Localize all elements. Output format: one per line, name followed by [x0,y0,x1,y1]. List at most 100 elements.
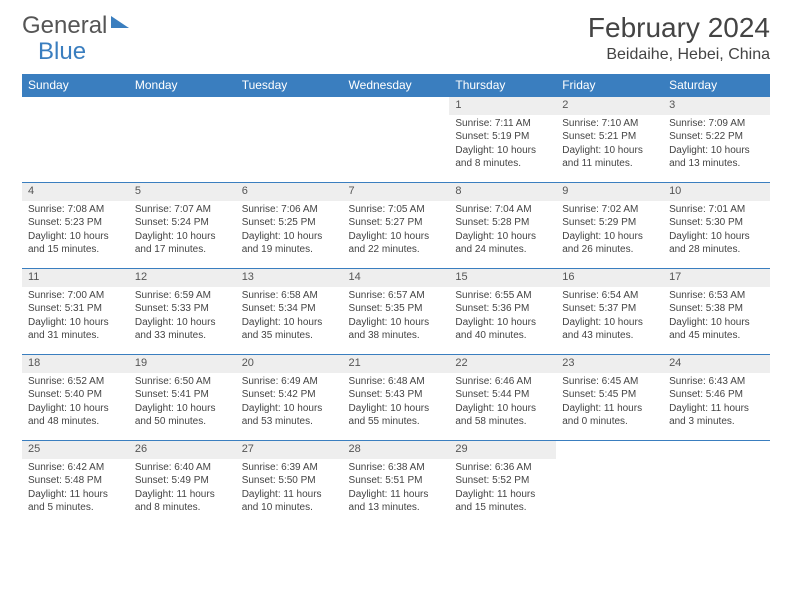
month-title: February 2024 [588,12,770,44]
day-number-row: 45678910 [22,183,770,201]
day-detail-cell: Sunrise: 7:11 AMSunset: 5:19 PMDaylight:… [449,115,556,183]
logo-triangle-icon [111,16,129,28]
day-number-cell: 5 [129,183,236,201]
sunset-line: Sunset: 5:49 PM [135,474,230,488]
sunrise-line: Sunrise: 6:49 AM [242,375,337,389]
sunrise-line: Sunrise: 7:00 AM [28,289,123,303]
day-detail-cell: Sunrise: 7:00 AMSunset: 5:31 PMDaylight:… [22,287,129,355]
sunset-line: Sunset: 5:43 PM [349,388,444,402]
day-number-cell: 11 [22,269,129,287]
header: General February 2024 Beidaihe, Hebei, C… [22,12,770,64]
day-detail-cell [343,115,450,183]
sunrise-line: Sunrise: 6:42 AM [28,461,123,475]
sunrise-line: Sunrise: 6:48 AM [349,375,444,389]
sunset-line: Sunset: 5:27 PM [349,216,444,230]
day-number-cell: 17 [663,269,770,287]
day-detail-cell: Sunrise: 6:42 AMSunset: 5:48 PMDaylight:… [22,459,129,527]
title-block: February 2024 Beidaihe, Hebei, China [588,12,770,64]
sunrise-line: Sunrise: 6:43 AM [669,375,764,389]
day-number-cell: 4 [22,183,129,201]
daylight-line: Daylight: 11 hours and 0 minutes. [562,402,657,429]
day-detail-row: Sunrise: 7:11 AMSunset: 5:19 PMDaylight:… [22,115,770,183]
day-number-cell: 13 [236,269,343,287]
day-number-row: 18192021222324 [22,355,770,373]
sunrise-line: Sunrise: 6:59 AM [135,289,230,303]
sunset-line: Sunset: 5:34 PM [242,302,337,316]
day-detail-cell: Sunrise: 6:40 AMSunset: 5:49 PMDaylight:… [129,459,236,527]
sunrise-line: Sunrise: 7:11 AM [455,117,550,131]
day-detail-cell [22,115,129,183]
day-number-cell: 7 [343,183,450,201]
sunset-line: Sunset: 5:46 PM [669,388,764,402]
day-number-cell: 2 [556,97,663,115]
sunrise-line: Sunrise: 6:50 AM [135,375,230,389]
sunrise-line: Sunrise: 7:04 AM [455,203,550,217]
daylight-line: Daylight: 10 hours and 58 minutes. [455,402,550,429]
day-detail-row: Sunrise: 6:42 AMSunset: 5:48 PMDaylight:… [22,459,770,527]
day-detail-cell: Sunrise: 7:02 AMSunset: 5:29 PMDaylight:… [556,201,663,269]
day-number-cell: 16 [556,269,663,287]
daylight-line: Daylight: 10 hours and 28 minutes. [669,230,764,257]
calendar-body: 123Sunrise: 7:11 AMSunset: 5:19 PMDaylig… [22,97,770,527]
logo-text-1: General [22,12,107,40]
daylight-line: Daylight: 11 hours and 5 minutes. [28,488,123,515]
sunset-line: Sunset: 5:30 PM [669,216,764,230]
day-number-cell [129,97,236,115]
sunrise-line: Sunrise: 7:07 AM [135,203,230,217]
day-detail-cell: Sunrise: 7:04 AMSunset: 5:28 PMDaylight:… [449,201,556,269]
daylight-line: Daylight: 11 hours and 10 minutes. [242,488,337,515]
daylight-line: Daylight: 10 hours and 22 minutes. [349,230,444,257]
day-detail-cell: Sunrise: 7:07 AMSunset: 5:24 PMDaylight:… [129,201,236,269]
sunset-line: Sunset: 5:50 PM [242,474,337,488]
daylight-line: Daylight: 10 hours and 33 minutes. [135,316,230,343]
day-detail-cell: Sunrise: 7:09 AMSunset: 5:22 PMDaylight:… [663,115,770,183]
day-number-cell: 22 [449,355,556,373]
day-detail-cell: Sunrise: 6:55 AMSunset: 5:36 PMDaylight:… [449,287,556,355]
day-detail-cell: Sunrise: 6:43 AMSunset: 5:46 PMDaylight:… [663,373,770,441]
day-number-cell: 29 [449,441,556,459]
day-number-cell [22,97,129,115]
day-number-cell: 23 [556,355,663,373]
sunset-line: Sunset: 5:37 PM [562,302,657,316]
sunrise-line: Sunrise: 7:09 AM [669,117,764,131]
day-detail-cell: Sunrise: 6:57 AMSunset: 5:35 PMDaylight:… [343,287,450,355]
day-number-cell [236,97,343,115]
day-detail-cell [236,115,343,183]
daylight-line: Daylight: 10 hours and 55 minutes. [349,402,444,429]
day-number-cell: 24 [663,355,770,373]
sunset-line: Sunset: 5:22 PM [669,130,764,144]
logo-text-2: Blue [38,38,86,66]
sunset-line: Sunset: 5:44 PM [455,388,550,402]
day-number-cell [556,441,663,459]
sunrise-line: Sunrise: 6:39 AM [242,461,337,475]
daylight-line: Daylight: 10 hours and 31 minutes. [28,316,123,343]
day-number-cell: 26 [129,441,236,459]
daylight-line: Daylight: 10 hours and 38 minutes. [349,316,444,343]
calendar-table: SundayMondayTuesdayWednesdayThursdayFrid… [22,74,770,527]
day-detail-cell: Sunrise: 6:58 AMSunset: 5:34 PMDaylight:… [236,287,343,355]
location: Beidaihe, Hebei, China [588,46,770,64]
day-detail-cell [129,115,236,183]
day-number-row: 2526272829 [22,441,770,459]
day-number-cell: 8 [449,183,556,201]
day-detail-cell: Sunrise: 6:45 AMSunset: 5:45 PMDaylight:… [556,373,663,441]
day-number-cell [663,441,770,459]
daylight-line: Daylight: 10 hours and 19 minutes. [242,230,337,257]
day-header: Friday [556,74,663,97]
daylight-line: Daylight: 11 hours and 13 minutes. [349,488,444,515]
sunrise-line: Sunrise: 6:52 AM [28,375,123,389]
sunset-line: Sunset: 5:29 PM [562,216,657,230]
day-detail-row: Sunrise: 7:00 AMSunset: 5:31 PMDaylight:… [22,287,770,355]
day-detail-cell [663,459,770,527]
day-header: Sunday [22,74,129,97]
logo: General [22,12,131,40]
daylight-line: Daylight: 10 hours and 13 minutes. [669,144,764,171]
day-detail-cell: Sunrise: 7:10 AMSunset: 5:21 PMDaylight:… [556,115,663,183]
day-detail-cell: Sunrise: 7:06 AMSunset: 5:25 PMDaylight:… [236,201,343,269]
sunrise-line: Sunrise: 6:40 AM [135,461,230,475]
day-number-cell: 12 [129,269,236,287]
sunrise-line: Sunrise: 6:38 AM [349,461,444,475]
day-number-cell [343,97,450,115]
sunrise-line: Sunrise: 6:46 AM [455,375,550,389]
day-number-cell: 9 [556,183,663,201]
